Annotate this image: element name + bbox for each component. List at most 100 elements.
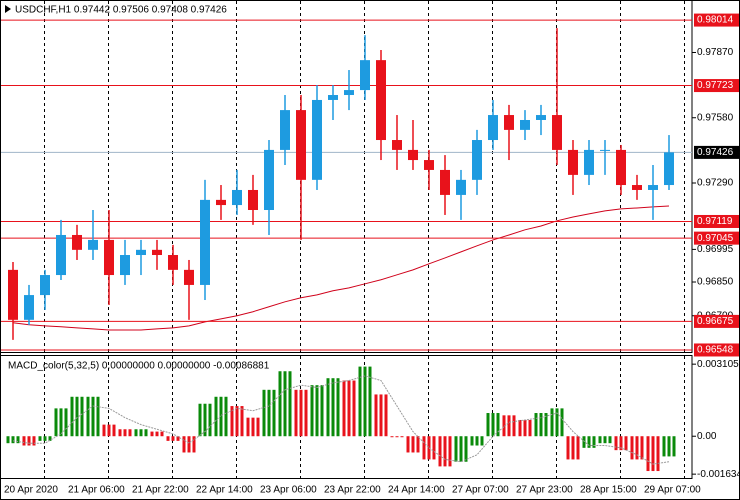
candle-body bbox=[568, 149, 578, 175]
macd-bar bbox=[235, 406, 239, 437]
macd-bar bbox=[224, 396, 228, 437]
macd-bar bbox=[608, 436, 612, 444]
macd-bar bbox=[118, 429, 122, 437]
candle-body bbox=[472, 140, 482, 180]
macd-bar bbox=[32, 436, 36, 446]
candle-body bbox=[200, 199, 210, 285]
y-tick-label: 0.97290 bbox=[697, 178, 734, 189]
macd-bar bbox=[203, 403, 207, 437]
macd-bar bbox=[299, 389, 303, 437]
level-box bbox=[694, 314, 739, 328]
candle-body bbox=[536, 115, 546, 120]
macd-bar bbox=[123, 429, 127, 437]
candle-body bbox=[344, 90, 354, 96]
macd-bar bbox=[427, 436, 431, 460]
macd-bar bbox=[59, 408, 63, 437]
x-tick-label: 27 Apr 23:00 bbox=[516, 485, 573, 496]
macd-bar bbox=[630, 436, 634, 460]
candle-body bbox=[392, 140, 402, 150]
macd-bar bbox=[278, 371, 282, 437]
macd-signal bbox=[12, 375, 670, 465]
x-tick-label: 23 Apr 22:00 bbox=[324, 485, 381, 496]
macd-bar bbox=[160, 431, 164, 437]
macd-bar bbox=[214, 396, 218, 437]
macd-bar bbox=[566, 436, 570, 460]
level-label: 0.98014 bbox=[697, 15, 734, 26]
macd-bar bbox=[256, 417, 260, 437]
y-tick-label: 0.0031051 bbox=[697, 359, 740, 370]
macd-bar bbox=[315, 385, 319, 437]
candle-body bbox=[456, 179, 466, 195]
candle-body bbox=[312, 99, 322, 180]
macd-bar bbox=[368, 366, 372, 437]
bid-box bbox=[694, 145, 739, 159]
candle-body bbox=[520, 119, 530, 130]
candle-body bbox=[8, 269, 18, 320]
macd-bar bbox=[384, 394, 388, 437]
macd-bar bbox=[598, 436, 602, 444]
candle-body bbox=[216, 199, 226, 206]
x-tick-label: 21 Apr 22:00 bbox=[132, 485, 189, 496]
macd-bar bbox=[475, 436, 479, 446]
macd-bar bbox=[363, 366, 367, 437]
macd-bar bbox=[486, 413, 490, 437]
macd-bar bbox=[166, 436, 170, 441]
macd-bar bbox=[22, 436, 26, 446]
macd-bar bbox=[539, 413, 543, 437]
macd-bar bbox=[656, 436, 660, 472]
macd-bar bbox=[523, 419, 527, 437]
macd-bar bbox=[496, 413, 500, 437]
macd-bar bbox=[171, 436, 175, 441]
macd-bar bbox=[672, 436, 676, 457]
plot bbox=[1, 1, 692, 478]
macd-bar bbox=[294, 389, 298, 437]
macd-bar bbox=[288, 371, 292, 437]
macd-bar bbox=[48, 436, 52, 441]
macd-bar bbox=[464, 436, 468, 462]
candle-body bbox=[72, 234, 82, 250]
macd-bar bbox=[416, 436, 420, 453]
macd-bar bbox=[246, 417, 250, 437]
candle-body bbox=[584, 149, 594, 175]
macd-bar bbox=[550, 408, 554, 437]
macd-bar bbox=[219, 396, 223, 437]
macd-bar bbox=[640, 436, 644, 460]
macd-bar bbox=[144, 429, 148, 437]
macd-bar bbox=[107, 424, 111, 437]
macd-bar bbox=[560, 408, 564, 437]
macd-bar bbox=[587, 436, 591, 448]
x-tick-label: 22 Apr 14:00 bbox=[196, 485, 253, 496]
macd-bar bbox=[176, 436, 180, 441]
macd-bar bbox=[54, 408, 58, 437]
macd-pane bbox=[0, 355, 693, 479]
level-label: 0.97119 bbox=[697, 216, 733, 227]
x-tick-label: 29 Apr 07:00 bbox=[644, 485, 701, 496]
macd-bar bbox=[459, 436, 463, 462]
macd-bar bbox=[432, 436, 436, 460]
level-box bbox=[694, 231, 739, 245]
candle-body bbox=[632, 185, 642, 190]
macd-bar bbox=[358, 366, 362, 437]
level-label: 0.97045 bbox=[697, 233, 734, 244]
macd-bar bbox=[651, 436, 655, 472]
macd-bar bbox=[11, 436, 15, 444]
macd-bar bbox=[112, 424, 116, 437]
chart-title: USDCHF,H1 0.97442 0.97506 0.97408 0.9742… bbox=[15, 5, 227, 16]
level-box bbox=[694, 13, 739, 27]
macd-bar bbox=[603, 436, 607, 444]
candle-body bbox=[120, 255, 130, 276]
candle-body bbox=[664, 152, 674, 186]
macd-bar bbox=[448, 436, 452, 467]
macd-bar bbox=[155, 431, 159, 437]
candle-body bbox=[360, 60, 370, 91]
macd-bar bbox=[502, 415, 506, 437]
level-box bbox=[694, 214, 739, 228]
macd-bar bbox=[400, 436, 404, 438]
candle-body bbox=[88, 239, 98, 250]
x-tick-label: 20 Apr 2020 bbox=[4, 485, 58, 496]
macd-bar bbox=[70, 396, 74, 437]
macd-bar bbox=[310, 385, 314, 437]
candle-body bbox=[648, 185, 658, 190]
candle-body bbox=[488, 115, 498, 141]
